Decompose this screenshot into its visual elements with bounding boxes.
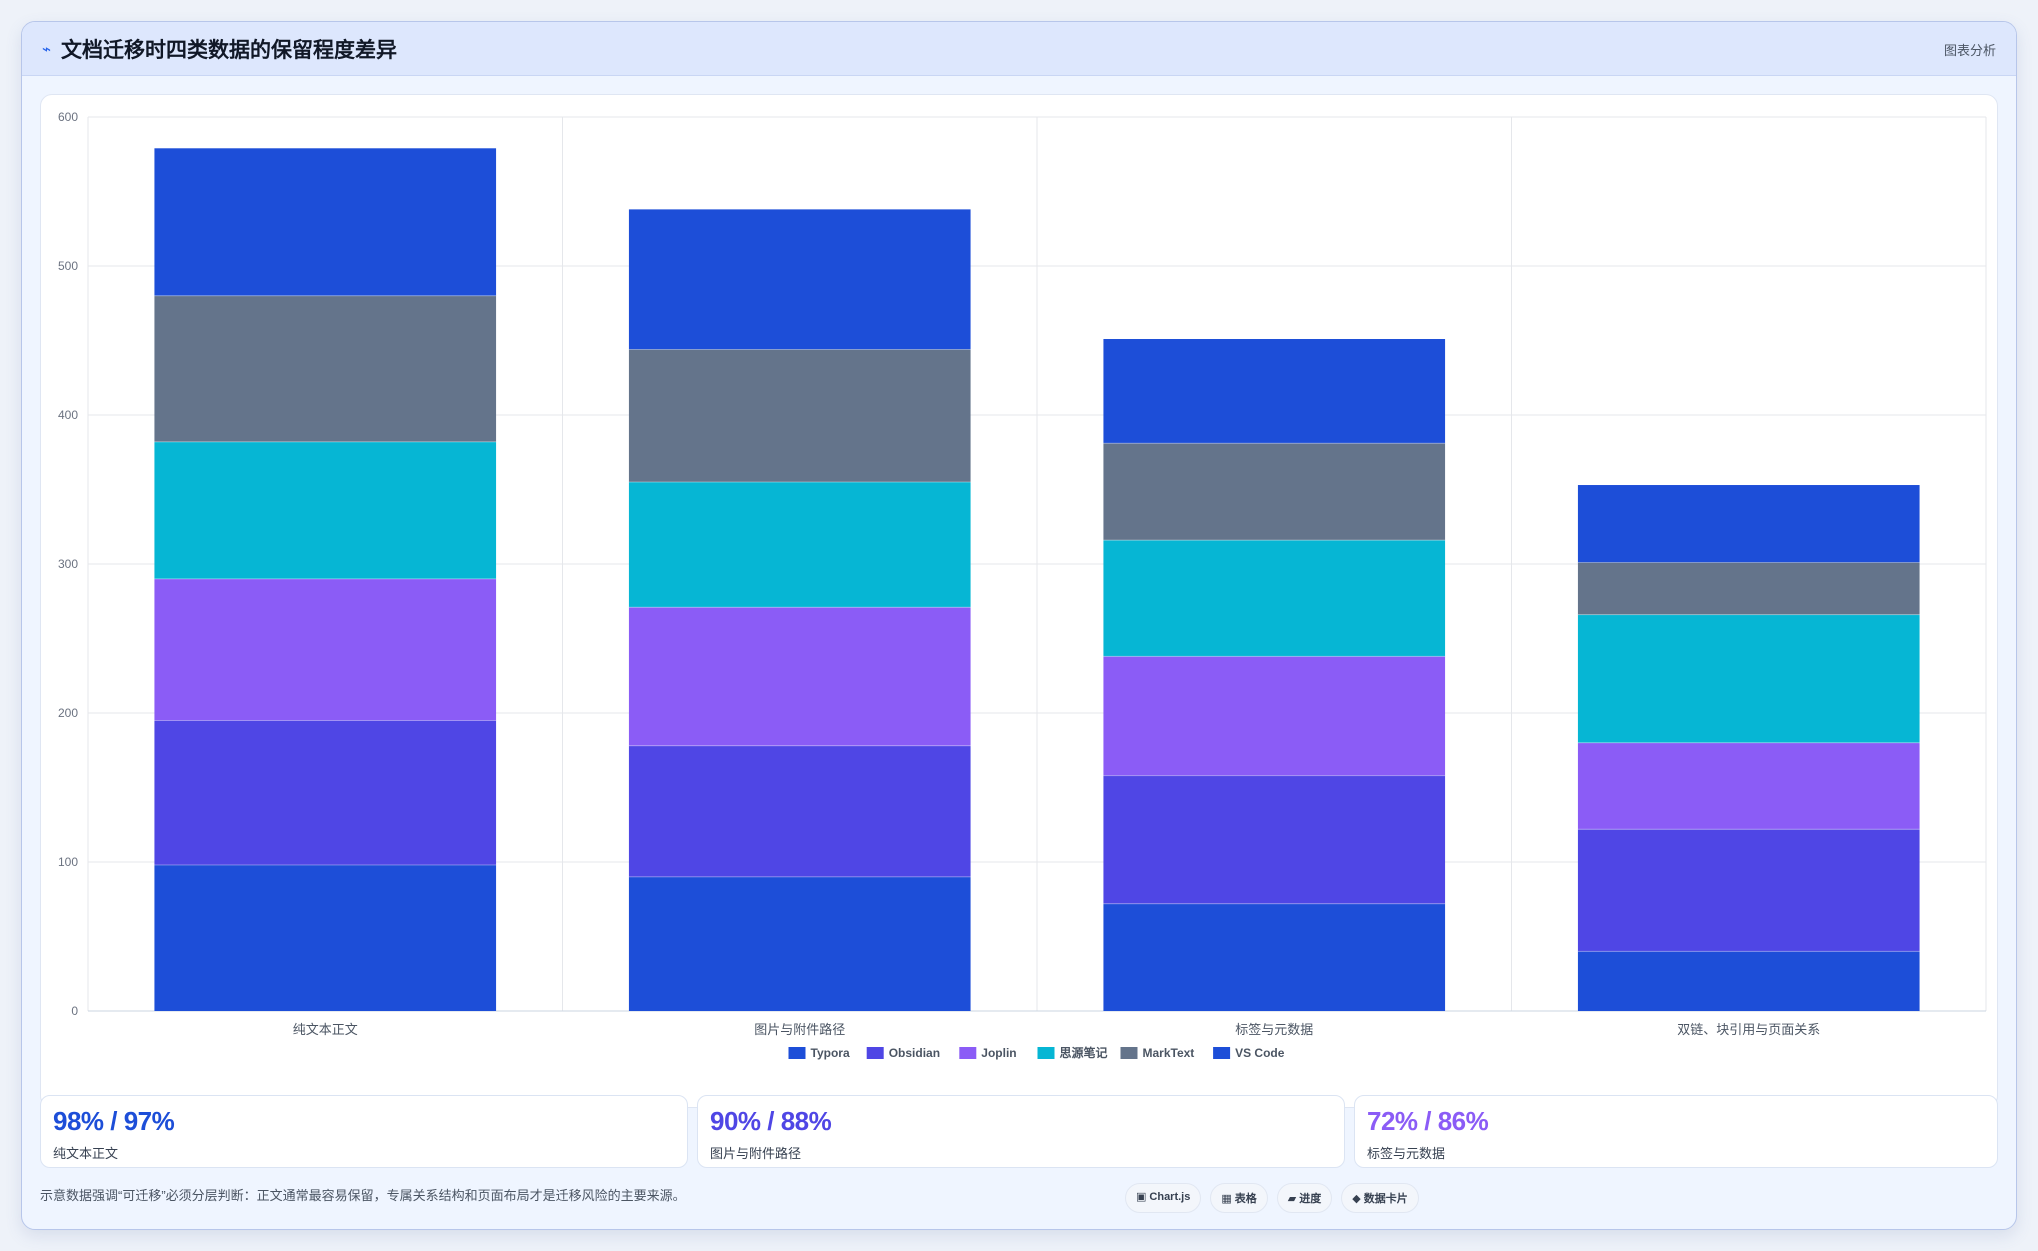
kpi-label: 纯文本正文 [53,1146,119,1161]
x-tick-label: 标签与元数据 [1235,1022,1313,1037]
kpi-label: 标签与元数据 [1367,1146,1446,1161]
kpi-card-2: 90% / 88% 图片与附件路径 [697,1095,1345,1168]
chip-label: 数据卡片 [1363,1193,1408,1205]
bar-segment [1103,443,1446,541]
chart-panel: 0 100 200 300 400 500 600 纯文本正文 图片与附件路径 标签与元数据 双链、… [40,94,1998,1108]
table-icon: ▦ [1221,1193,1232,1205]
stacked-bar-chart: 0 100 200 300 400 500 600 纯文本正文 图片与附件路径 标签与元数据 双链、… [58,110,1987,1060]
x-tick-label: 图片与附件路径 [754,1022,845,1037]
card-header: ⌁ 文档迁移时四类数据的保留程度差异 图表分析 [22,22,2016,76]
kpi-card-1: 98% / 97% 纯文本正文 [40,1095,688,1168]
kpi-card-3: 72% / 86% 标签与元数据 [1354,1095,1998,1168]
y-tick-label: 400 [58,408,78,422]
legend-label: Obsidian [889,1046,940,1060]
bar-segment [628,876,971,1011]
y-tick-label: 0 [71,1004,78,1018]
bar-segment [1577,951,1920,1011]
bar-segment [154,148,497,296]
footer-note: 示意数据强调“可迁移”必须分层判断：正文通常最容易保留，专属关系结构和页面布局才… [40,1188,686,1203]
progress-icon: ▰ [1287,1193,1297,1205]
bar-segment [628,209,971,350]
tech-chips: ▣ Chart.js ▦ 表格 ▰ 进度 ◆ 数据卡片 [1125,1183,1419,1213]
bar-segment [1103,903,1446,1011]
kpi-value: 98% / 97% [53,1106,175,1136]
chip-chartjs[interactable]: ▣ Chart.js [1125,1183,1202,1213]
header-tag: 图表分析 [1943,43,1996,58]
chart-card: ⌁ 文档迁移时四类数据的保留程度差异 图表分析 0 100 200 300 400 500… [21,21,2017,1230]
legend-swatch [1213,1047,1231,1059]
bar-segment [1103,540,1446,657]
page-title: 文档迁移时四类数据的保留程度差异 [61,38,398,62]
legend-swatch [1037,1047,1055,1059]
legend-label: MarkText [1143,1046,1195,1060]
bar-segment [628,745,971,877]
bar-segment [154,295,497,442]
bar-segment [1103,339,1446,444]
legend-label: 思源笔记 [1060,1045,1108,1060]
legend-label: Typora [811,1046,850,1060]
y-tick-label: 500 [58,259,78,273]
legend-swatch [788,1047,806,1059]
chip-label: 进度 [1299,1193,1322,1205]
bar-segment [1577,742,1920,830]
y-tick-label: 100 [58,855,78,869]
bar-segment [1577,829,1920,952]
kpi-label: 图片与附件路径 [710,1146,802,1161]
bar-segment [628,607,971,746]
bar-segment [154,578,497,721]
y-tick-label: 600 [58,110,78,124]
bar-segment [1577,485,1920,563]
y-tick-label: 300 [58,557,78,571]
data-card-icon: ◆ [1352,1193,1361,1205]
bar-segment [154,864,497,1011]
bar-segment [628,482,971,608]
bar-segment [1103,656,1446,776]
chart-icon: ▣ [1136,1191,1147,1203]
kpi-value: 72% / 86% [1367,1106,1489,1136]
x-tick-label: 双链、块引用与页面关系 [1677,1022,1820,1037]
chip-label: 表格 [1234,1193,1257,1205]
chip-progress[interactable]: ▰ 进度 [1276,1183,1333,1213]
chip-table[interactable]: ▦ 表格 [1210,1183,1268,1213]
bar-segment [1577,614,1920,743]
chart-line-icon: ⌁ [42,40,52,58]
bar-segment [1577,562,1920,615]
kpi-value: 90% / 88% [710,1106,832,1136]
bar-segment [628,349,971,483]
legend-swatch [1120,1047,1138,1059]
x-tick-label: 纯文本正文 [293,1022,358,1037]
bar-segment [1103,775,1446,904]
bar-segment [154,441,497,579]
y-tick-label: 200 [58,706,78,720]
chip-data-card[interactable]: ◆ 数据卡片 [1341,1183,1419,1213]
legend-swatch [866,1047,884,1059]
bar-segment [154,720,497,865]
legend-label: Joplin [981,1046,1016,1060]
chip-label: Chart.js [1149,1191,1191,1203]
legend-swatch [959,1047,977,1059]
legend-label: VS Code [1235,1046,1285,1060]
